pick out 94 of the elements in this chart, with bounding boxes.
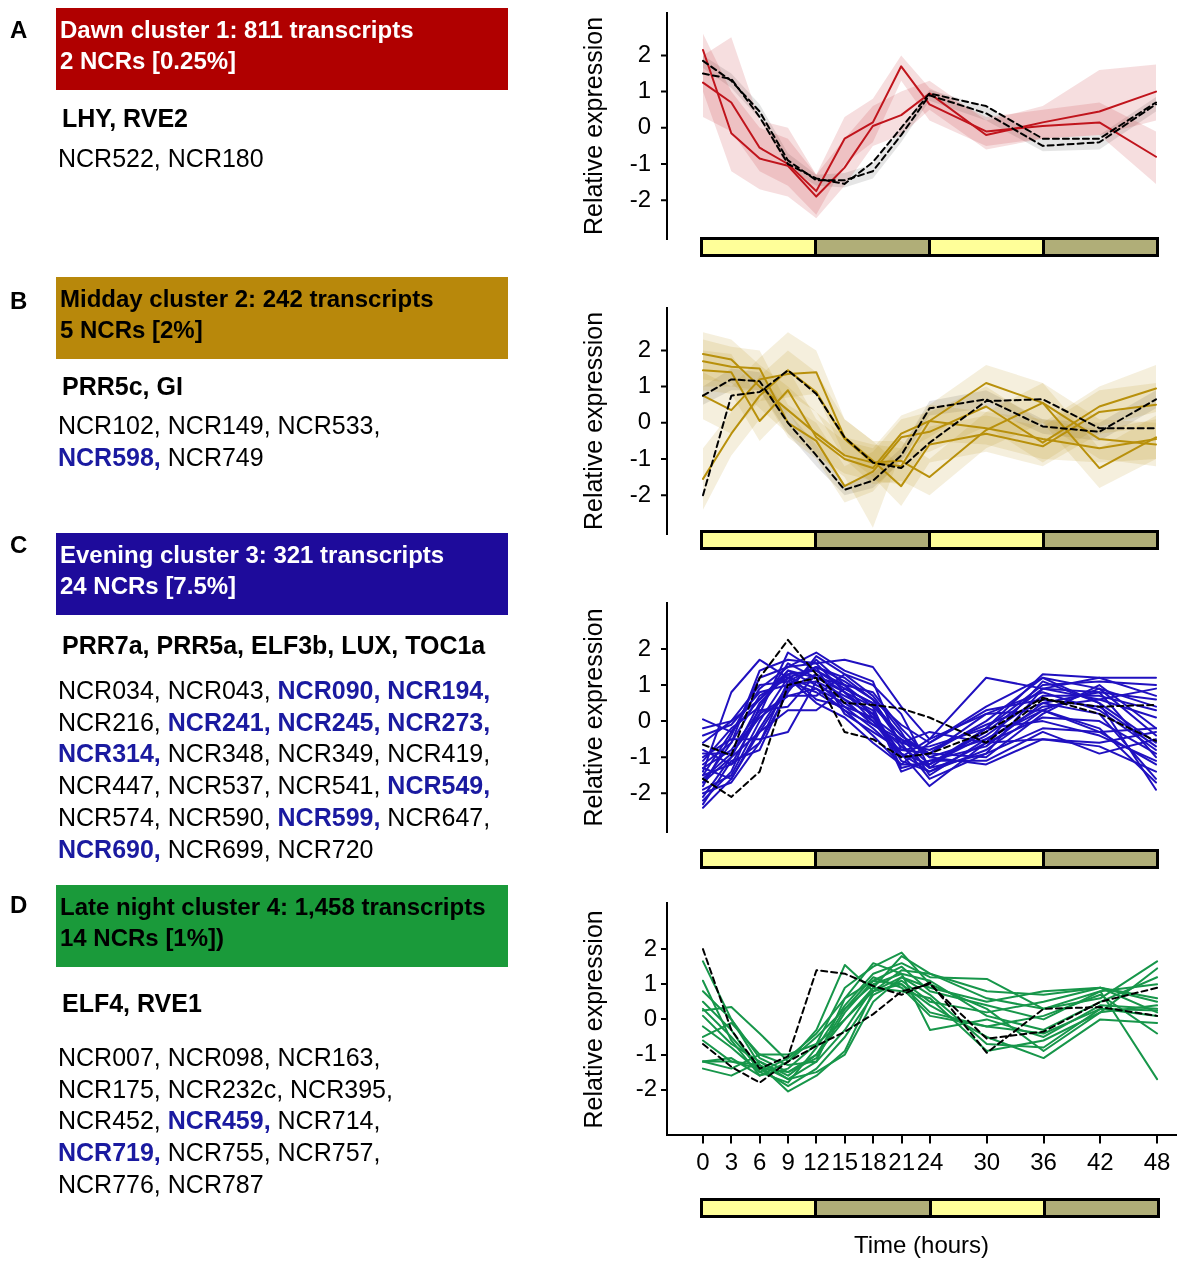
text: B [10, 287, 28, 315]
text: NCR757, [277, 1138, 381, 1167]
text: NCR034, [58, 676, 161, 704]
text: NCR714, [277, 1106, 381, 1135]
x-tick-label: 36 [1030, 1148, 1057, 1176]
y-tick-label: 0 [637, 705, 651, 733]
text: NCR098, [167, 1043, 271, 1071]
text: NCR090, [277, 676, 381, 704]
x-tick-label: 3 [724, 1148, 739, 1176]
text: NCR549, [387, 771, 491, 800]
y-tick-label: -1 [629, 148, 651, 176]
text: C [10, 531, 28, 559]
text: Midday cluster 2: 242 transcripts 5 NCRs [2%] [56, 277, 508, 359]
y-tick-label: 2 [637, 335, 651, 363]
x-tick-label: 6 [753, 1148, 767, 1176]
text: NCR755, [167, 1138, 271, 1167]
y-axis-title: Relative expression [578, 910, 607, 1129]
text: NCR349, [277, 739, 381, 768]
y-tick-label: -2 [629, 777, 651, 805]
text: NCR314, [58, 739, 161, 768]
y-tick-label: 1 [637, 371, 651, 399]
text: NCR590, [167, 802, 271, 831]
x-tick-label: 12 [803, 1148, 830, 1176]
text: NCR720 [277, 834, 374, 863]
x-tick-label: 15 [831, 1148, 859, 1176]
x-tick-label: 48 [1143, 1148, 1171, 1176]
text: NCR007, [58, 1043, 161, 1071]
y-tick-label: 0 [637, 112, 651, 140]
text: NCR647, [387, 802, 491, 831]
text: NCR574, [58, 802, 161, 831]
x-tick-label: 9 [781, 1148, 795, 1176]
text: PRR5c, GI [62, 372, 183, 401]
text: NCR348, [167, 739, 271, 768]
text: NCR776, [58, 1169, 161, 1198]
y-axis-title: Relative expression [578, 16, 607, 236]
y-tick-label: -2 [629, 184, 651, 212]
text: NCR232c, [167, 1074, 284, 1103]
text: Evening cluster 3: 321 transcripts 24 NCRs [7.5%] [56, 533, 508, 615]
y-tick-label: -1 [635, 1039, 657, 1067]
text: NCR395, [290, 1074, 393, 1103]
text: Late night cluster 4: 1,458 transcripts 14 NCRs [1%]) [56, 885, 508, 967]
text: NCR273, [387, 707, 491, 736]
text: Dawn cluster 1: 811 transcripts 2 NCRs [0.25%] [56, 8, 508, 90]
y-axis-title: Relative expression [578, 608, 607, 827]
y-tick-label: -1 [629, 443, 651, 471]
y-tick-label: 1 [637, 669, 651, 697]
y-tick-label: -1 [629, 741, 651, 769]
y-tick-label: 0 [643, 1004, 657, 1032]
text: NCR690, [58, 834, 161, 863]
x-tick-label: 30 [973, 1148, 1001, 1176]
text: NCR599, [277, 802, 381, 831]
text: NCR216, [58, 707, 161, 736]
x-tick-label: 21 [888, 1148, 915, 1176]
text: ELF4, RVE1 [62, 989, 202, 1018]
text: LHY, RVE2 [62, 104, 188, 133]
text: NCR749 [167, 442, 264, 471]
text: NCR180 [167, 144, 264, 172]
text: A [10, 16, 28, 44]
text: NCR719, [58, 1138, 161, 1167]
y-tick-label: 1 [637, 76, 651, 104]
y-tick-label: -2 [635, 1074, 657, 1102]
x-tick-label: 24 [916, 1148, 944, 1176]
text: NCR459, [167, 1106, 271, 1135]
text: NCR787 [167, 1169, 264, 1198]
x-tick-label: 0 [696, 1148, 710, 1176]
text: NCR522, [58, 144, 161, 172]
text: NCR598, [58, 442, 161, 471]
y-tick-label: 0 [637, 407, 651, 435]
y-axis-title: Relative expression [578, 311, 607, 531]
y-tick-label: -2 [629, 479, 651, 507]
y-tick-label: 2 [637, 40, 651, 68]
text: NCR194, [387, 676, 491, 704]
y-tick-label: 2 [637, 633, 651, 661]
text: NCR241, [167, 707, 271, 736]
text: NCR175, [58, 1074, 161, 1103]
text: NCR245, [277, 707, 381, 736]
y-tick-label: 2 [643, 933, 657, 961]
text: NCR447, [58, 771, 161, 800]
text: NCR537, [167, 771, 271, 800]
text: PRR7a, PRR5a, ELF3b, LUX, TOC1a [62, 631, 486, 660]
text: NCR541, [277, 771, 381, 800]
text: NCR163, [277, 1043, 381, 1071]
text: NCR102, [58, 411, 161, 439]
text: NCR043, [167, 676, 271, 704]
x-tick-label: 42 [1086, 1148, 1114, 1176]
text: NCR699, [167, 834, 271, 863]
text: NCR533, [277, 411, 381, 439]
text: D [10, 891, 28, 919]
x-axis-title: Time (hours) [853, 1231, 990, 1259]
text: NCR419, [387, 739, 491, 768]
y-tick-label: 1 [643, 968, 657, 996]
text: NCR452, [58, 1106, 161, 1135]
text: NCR149, [167, 411, 271, 439]
x-tick-label: 18 [859, 1148, 887, 1176]
